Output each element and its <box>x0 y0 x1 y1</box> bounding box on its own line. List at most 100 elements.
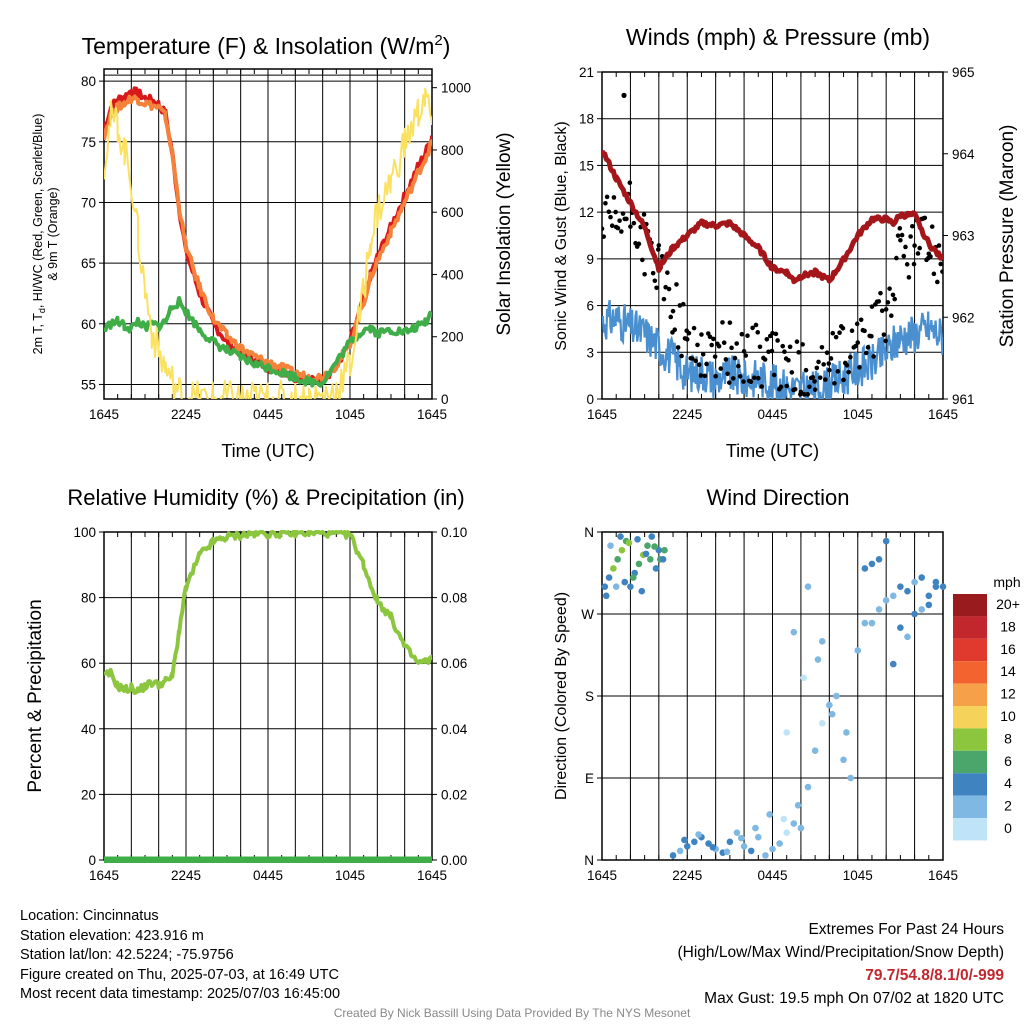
colorbar-swatch <box>953 750 987 774</box>
gust-point <box>670 308 676 314</box>
gust-point <box>759 384 765 389</box>
extremes-heading: Extremes For Past 24 Hours <box>808 921 1004 938</box>
gust-point <box>812 387 818 392</box>
gust-point <box>729 345 734 351</box>
temperature-chart-xtick-label: 1645 <box>89 407 119 422</box>
temperature-chart-ylabel-line2: & 9m T (Orange) <box>46 187 60 280</box>
gust-point <box>704 361 709 367</box>
gust-point <box>606 209 612 215</box>
direction-point <box>691 838 698 846</box>
gust-point <box>841 377 846 383</box>
gust-point <box>911 261 917 267</box>
direction-point <box>627 583 634 590</box>
gust-point <box>661 296 667 302</box>
gust-point <box>737 374 743 379</box>
direction-point <box>776 840 783 847</box>
direction-point <box>661 546 668 554</box>
gust-point <box>716 343 722 349</box>
insolation-ylabel: Solar Insolation (Yellow) <box>494 132 515 335</box>
gust-point <box>615 225 621 231</box>
gust-point <box>627 180 633 186</box>
wind-direction-chart-ylabel: Direction (Colored By Speed) <box>553 592 570 800</box>
gust-point <box>608 214 613 220</box>
winds-chart-xtick-label: 1045 <box>843 407 873 422</box>
wind-direction-chart-ytick-label: S <box>585 689 594 704</box>
direction-point <box>625 539 633 547</box>
gust-point <box>748 379 754 384</box>
pressure-ytick-right-label: 963 <box>952 229 975 244</box>
wind-direction-chart-xtick-label: 0445 <box>757 868 787 883</box>
humidity-chart-ytick-label: 100 <box>73 525 96 540</box>
direction-point <box>723 848 731 856</box>
ylabel-part: , HI/WC (Red, Green, Scarlet/Blue) <box>31 114 45 309</box>
gust-point <box>745 333 750 339</box>
temperature-chart-ytick-label: 80 <box>81 74 96 89</box>
gust-point <box>935 279 940 285</box>
gust-point <box>739 331 745 337</box>
series-relative-humidity <box>104 530 432 695</box>
gust-point <box>787 344 793 350</box>
colorbar-swatch <box>953 594 987 617</box>
gust-point <box>840 325 846 331</box>
gust-point <box>789 370 795 375</box>
gust-point <box>684 337 690 342</box>
direction-point <box>695 831 702 838</box>
gust-point <box>928 254 933 259</box>
gust-point <box>848 354 853 360</box>
gust-point <box>613 209 618 215</box>
temperature-chart-xtick-label: 1645 <box>417 407 447 422</box>
direction-point <box>889 592 897 600</box>
gust-point <box>775 338 780 343</box>
gust-point <box>780 343 786 349</box>
winds-chart-ytick-label: 3 <box>586 345 594 360</box>
gust-point <box>828 356 834 361</box>
gust-point <box>663 284 668 290</box>
gust-point <box>782 349 787 355</box>
direction-point <box>911 578 918 586</box>
gust-point <box>641 212 647 217</box>
gust-point <box>699 332 704 337</box>
gust-point <box>846 369 851 375</box>
direction-point <box>861 565 869 572</box>
gust-point <box>698 373 704 378</box>
pressure-ytick-right-label: 961 <box>952 392 975 407</box>
gust-point <box>750 325 755 331</box>
gust-point <box>755 375 761 381</box>
colorbar-label: 4 <box>1004 775 1012 791</box>
direction-point <box>897 624 904 631</box>
direction-point <box>617 533 624 540</box>
series-9m-t <box>104 94 432 384</box>
direction-point <box>918 606 925 613</box>
direction-point <box>804 583 812 590</box>
humidity-chart-xtick-label: 1645 <box>89 868 119 883</box>
gust-point <box>837 330 842 335</box>
gust-point <box>769 348 775 354</box>
direction-point <box>610 565 617 572</box>
wind-direction-chart-ytick-label: N <box>584 525 594 540</box>
gust-point <box>915 251 921 256</box>
gust-point <box>857 365 862 370</box>
direction-point <box>621 578 629 586</box>
gust-point <box>888 313 894 318</box>
gust-point <box>700 351 706 357</box>
humidity-chart-xtick-label: 2245 <box>171 868 201 883</box>
gust-point <box>752 375 757 381</box>
pressure-ytick-right-label: 962 <box>952 310 975 325</box>
insolation-ytick-right-label: 600 <box>441 205 464 220</box>
temperature-chart-ylabel: 2m T, Td, HI/WC (Red, Green, Scarlet/Blu… <box>31 114 47 355</box>
direction-point <box>918 574 925 581</box>
temperature-chart-ytick-label: 75 <box>81 135 96 150</box>
direction-point <box>638 587 646 595</box>
gust-point <box>695 342 700 348</box>
gust-point <box>855 340 861 345</box>
gust-point <box>770 330 775 336</box>
direction-point <box>762 852 769 859</box>
direction-point <box>642 550 650 558</box>
wind-direction-chart-ytick-label: W <box>581 607 594 622</box>
winds-chart-ytick-label: 0 <box>586 392 594 407</box>
gust-point <box>940 269 943 274</box>
colorbar-swatch <box>953 638 987 662</box>
colorbar-label: 6 <box>1004 753 1012 769</box>
winds-chart-xtick-label: 1645 <box>928 407 958 422</box>
direction-point <box>811 747 819 754</box>
